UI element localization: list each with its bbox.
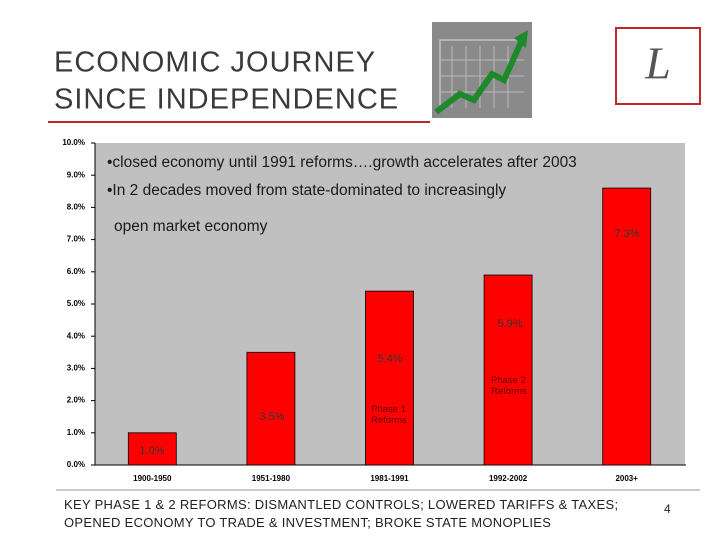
y-tick-label: 3.0%: [67, 364, 85, 373]
x-tick-label: 1992-2002: [489, 474, 528, 483]
bar: [246, 351, 296, 466]
y-tick-label: 10.0%: [62, 138, 85, 147]
phase-annotation: Phase 2 Reforms: [491, 375, 527, 397]
y-tick-label: 9.0%: [67, 170, 85, 179]
bar: [483, 274, 533, 466]
x-tick-label: 1951-1980: [252, 474, 291, 483]
footer-text: KEY PHASE 1 & 2 REFORMS: DISMANTLED CONT…: [64, 497, 619, 530]
bullet: •In 2 decades moved from state-dominated…: [107, 182, 506, 199]
y-tick-label: 2.0%: [67, 396, 85, 405]
annotation: 3.5%: [259, 411, 284, 423]
x-tick-label: 1900-1950: [133, 474, 172, 483]
y-tick-label: 0.0%: [67, 460, 85, 469]
logo: L: [615, 27, 701, 105]
page-number: 4: [664, 502, 671, 516]
bullet: •closed economy until 1991 reforms….grow…: [107, 154, 577, 171]
svg-text:L: L: [644, 38, 671, 89]
bar: [127, 432, 177, 466]
x-tick-label: 2003+: [615, 474, 638, 483]
growth-image: [432, 22, 532, 118]
y-tick-label: 8.0%: [67, 203, 85, 212]
y-tick-label: 6.0%: [67, 267, 85, 276]
y-tick-label: 4.0%: [67, 331, 85, 340]
bar: [602, 187, 652, 466]
annotation: 1.0%: [139, 445, 164, 457]
x-tick-label: 1981-1991: [370, 474, 409, 483]
y-tick-label: 1.0%: [67, 428, 85, 437]
annotation: 5.9%: [497, 318, 522, 330]
phase-annotation: Phase 1 Reforms: [371, 404, 407, 426]
annotation: 7.3%: [614, 228, 639, 240]
bullet: open market economy: [114, 218, 268, 235]
title-line: SINCE INDEPENDENCE: [54, 84, 399, 116]
y-tick-label: 7.0%: [67, 235, 85, 244]
annotation: 5.4%: [377, 353, 402, 365]
title-line: ECONOMIC JOURNEY: [54, 47, 376, 79]
bar: [365, 290, 414, 466]
y-tick-label: 5.0%: [67, 299, 85, 308]
